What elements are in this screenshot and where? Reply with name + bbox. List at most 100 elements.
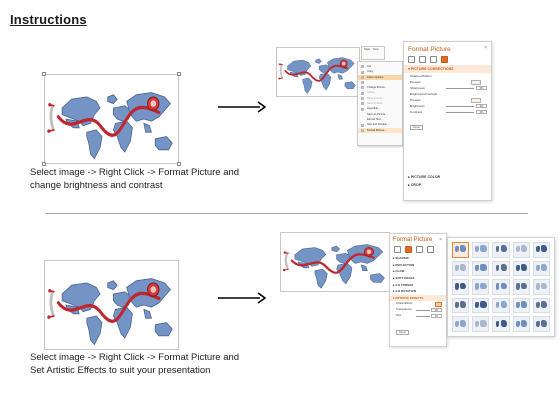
brightness-slider[interactable]	[446, 106, 474, 107]
menu-item-paste-buttons[interactable]	[358, 80, 402, 85]
menu-item-bring-to-front[interactable]: Bring to Front	[358, 96, 402, 101]
effect-thumbnail[interactable]	[452, 316, 470, 332]
reset-button[interactable]: Reset	[396, 330, 410, 336]
effect-thumbnail[interactable]	[472, 242, 490, 258]
world-map-image-step2[interactable]	[44, 260, 179, 350]
size-icon	[361, 123, 364, 127]
contrast-row: Contrast 0%	[404, 109, 491, 115]
artistic-effects-dropdown[interactable]	[435, 301, 442, 307]
effect-thumbnail[interactable]	[492, 297, 510, 314]
presets-dropdown[interactable]	[471, 79, 481, 85]
effect-thumbnail[interactable]	[452, 297, 470, 314]
picture-tab-icon[interactable]	[427, 246, 434, 253]
effect-thumbnail[interactable]	[452, 279, 470, 295]
resize-handle[interactable]	[177, 72, 181, 76]
effect-thumbnail[interactable]	[512, 316, 530, 332]
format-icon	[361, 128, 364, 132]
menu-item-cut[interactable]: Cut	[358, 64, 402, 69]
transparency-value[interactable]: 0%	[431, 308, 442, 313]
effect-thumbnail[interactable]	[492, 242, 510, 258]
menu-item-group[interactable]: Group	[358, 90, 402, 95]
context-menu[interactable]: Cut Copy Paste Options: Change Picture..…	[357, 61, 403, 146]
section-3d-rotation[interactable]: ▸ 3-D ROTATION	[393, 289, 417, 294]
menu-item-edit-alt-text[interactable]: Edit Alt Text...	[367, 117, 383, 121]
step2-caption: Select image -> Right Click -> Format Pi…	[30, 352, 240, 376]
menu-item-change-picture[interactable]: Change Picture...	[358, 85, 402, 90]
picture-tab-icon[interactable]	[441, 56, 448, 63]
world-map-image-step1-result[interactable]	[276, 47, 360, 97]
section-crop[interactable]: ▸ CROP	[408, 183, 422, 187]
effect-thumbnail[interactable]	[472, 316, 490, 332]
presets-row: Presets	[404, 79, 491, 85]
effects-tab-icon[interactable]	[419, 56, 426, 63]
section-glow[interactable]: ▸ GLOW	[393, 269, 405, 274]
effect-thumbnail[interactable]	[472, 297, 490, 314]
effect-thumbnail[interactable]	[532, 316, 550, 332]
contrast-slider[interactable]	[446, 112, 474, 113]
effect-thumbnail[interactable]	[532, 242, 550, 258]
section-shadow[interactable]: ▸ SHADOW	[393, 256, 409, 261]
format-picture-pane[interactable]: Format Picture × ▾ PICTURE CORRECTIONS S…	[403, 41, 492, 201]
world-map-image-step2-result[interactable]	[280, 232, 390, 292]
section-picture-corrections[interactable]: ▾ PICTURE CORRECTIONS	[404, 65, 491, 73]
effect-thumbnail[interactable]	[532, 279, 550, 295]
effect-thumbnail[interactable]	[452, 260, 470, 277]
bring-front-icon	[361, 97, 364, 101]
menu-item-hyperlink[interactable]: Hyperlink...	[358, 106, 402, 111]
resize-handle[interactable]	[177, 162, 181, 166]
resize-handle[interactable]	[42, 162, 46, 166]
size-value[interactable]: 10	[431, 314, 442, 319]
effect-thumbnail[interactable]	[512, 279, 530, 295]
size-slider[interactable]	[416, 316, 430, 318]
mini-toolbar[interactable]: Style Crop	[361, 46, 385, 60]
presets-row: Presets	[404, 97, 491, 103]
sharpness-value[interactable]: 0%	[476, 86, 487, 90]
effect-thumbnail[interactable]	[492, 260, 510, 277]
menu-item-send-to-back[interactable]: Send to Back	[358, 101, 402, 106]
section-picture-color[interactable]: ▸ PICTURE COLOR	[408, 175, 441, 179]
paste-icon	[361, 81, 364, 85]
fill-line-tab-icon[interactable]	[394, 246, 401, 253]
right-arrow-icon	[218, 101, 266, 113]
sharpness-slider[interactable]	[446, 88, 474, 89]
crop-button[interactable]: Crop	[372, 48, 379, 51]
contrast-value[interactable]: 0%	[476, 110, 487, 114]
group-icon	[361, 91, 364, 95]
brightness-value[interactable]: 0%	[476, 104, 487, 108]
sharpen-heading: Sharpen/Soften	[410, 74, 432, 79]
effect-thumbnail[interactable]	[512, 242, 530, 258]
effect-thumbnail[interactable]	[532, 260, 550, 277]
menu-item-save-as-picture[interactable]: Save as Picture...	[367, 112, 388, 116]
effect-thumbnail[interactable]	[512, 297, 530, 314]
effects-tab-icon[interactable]	[405, 246, 412, 253]
style-button[interactable]: Style	[364, 48, 370, 51]
layout-tab-icon[interactable]	[416, 246, 423, 253]
menu-item-copy[interactable]: Copy	[358, 69, 402, 74]
presets-dropdown[interactable]	[471, 97, 481, 103]
section-reflection[interactable]: ▸ REFLECTION	[393, 262, 415, 267]
layout-tab-icon[interactable]	[430, 56, 437, 63]
world-map-image-step1[interactable]	[42, 72, 181, 166]
menu-item-paste-options[interactable]: Paste Options:	[358, 74, 402, 80]
section-soft-edges[interactable]: ▸ SOFT EDGES	[393, 276, 415, 281]
effect-thumbnail[interactable]	[492, 279, 510, 295]
reset-button[interactable]: Reset	[410, 125, 424, 130]
resize-handle[interactable]	[42, 72, 46, 76]
effect-thumbnail[interactable]	[532, 297, 550, 314]
transparency-slider[interactable]	[416, 310, 430, 312]
close-icon[interactable]: ×	[439, 237, 442, 243]
effect-thumbnail[interactable]	[472, 279, 490, 295]
effect-thumbnail[interactable]	[512, 260, 530, 277]
effect-thumbnail[interactable]	[452, 242, 470, 258]
format-picture-pane[interactable]: Format Picture × ▸ SHADOW ▸ REFLECTION ▸…	[389, 233, 447, 347]
section-artistic-effects[interactable]: ▾ ARTISTIC EFFECTS	[390, 294, 446, 302]
artistic-effects-gallery[interactable]	[447, 237, 555, 337]
menu-item-size-position[interactable]: Size and Position...	[358, 122, 402, 127]
section-3d-format[interactable]: ▸ 3-D FORMAT	[393, 282, 414, 287]
transparency-row: Transparency 0%	[390, 307, 446, 313]
effect-thumbnail[interactable]	[492, 316, 510, 332]
fill-line-tab-icon[interactable]	[408, 56, 415, 63]
effect-thumbnail[interactable]	[472, 260, 490, 277]
close-icon[interactable]: ×	[484, 45, 487, 51]
menu-item-format-picture[interactable]: Format Picture...	[358, 127, 402, 133]
